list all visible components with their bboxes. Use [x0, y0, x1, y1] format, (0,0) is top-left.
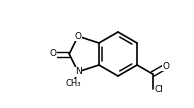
Text: O: O — [163, 62, 170, 71]
Text: CH₃: CH₃ — [65, 79, 81, 88]
Text: Cl: Cl — [155, 85, 164, 94]
Text: O: O — [49, 49, 56, 59]
Text: N: N — [75, 67, 81, 76]
Text: O: O — [74, 32, 81, 41]
